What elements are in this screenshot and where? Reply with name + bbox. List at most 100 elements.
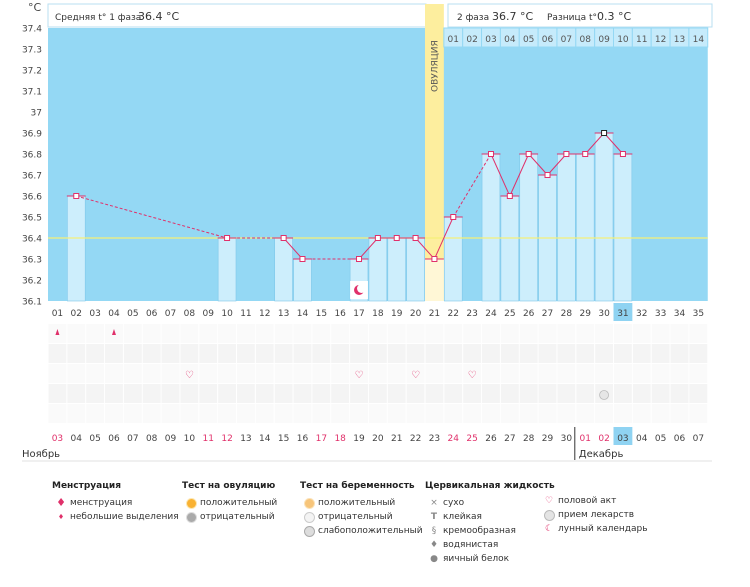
date-label: 27 [504, 434, 515, 444]
marker-cell [199, 344, 218, 363]
temperature-bar [575, 153, 595, 302]
cycle-day-label: 05 [127, 309, 138, 319]
temperature-bar [368, 237, 388, 302]
marker-cell [331, 344, 350, 363]
cycle-day-label: 08 [184, 309, 196, 319]
temperature-point [450, 214, 457, 220]
marker-cell [614, 404, 632, 423]
temperature-bar [217, 237, 237, 302]
date-label: 25 [466, 434, 477, 444]
marker-cell [538, 404, 557, 423]
legend-item: отрицательный [182, 510, 277, 524]
phase2-day-label: 14 [693, 35, 705, 45]
ovulation-label: ОВУЛЯЦИЯ [430, 40, 440, 92]
legend-item: § кремообразная [425, 524, 555, 538]
temperature-line-dashed [76, 195, 228, 239]
marker-cell [500, 384, 519, 403]
marker-cell [425, 404, 444, 423]
temperature-line [415, 237, 435, 260]
marker-cell [331, 364, 350, 383]
marker-cell [368, 324, 387, 343]
marker-cell [312, 384, 331, 403]
marker-cell [406, 404, 425, 423]
marker-cell [689, 324, 708, 343]
cycle-day-label: 17 [353, 309, 364, 319]
temperature-bar [406, 237, 425, 302]
marker-cell [67, 404, 86, 423]
marker-cell [557, 384, 576, 403]
temperature-point [506, 193, 513, 199]
marker-cell [237, 384, 255, 403]
marker-cell [519, 364, 538, 383]
marker-cell [312, 324, 331, 343]
phase2-day-label: 02 [466, 35, 477, 45]
marker-cell [218, 404, 236, 423]
y-tick-label: 36.1 [22, 298, 42, 308]
phase2-day-label: 12 [655, 35, 666, 45]
blood-drop-icon [111, 329, 116, 335]
cycle-day-label: 30 [598, 309, 610, 319]
phase2-day-label: 05 [523, 35, 534, 45]
date-label: 06 [674, 434, 686, 444]
marker-cell [538, 344, 557, 363]
temperature-bar [613, 153, 633, 302]
temperature-line [283, 237, 303, 260]
date-label: 09 [165, 434, 177, 444]
marker-cell [142, 404, 161, 423]
marker-cell [180, 324, 199, 343]
marker-cell [105, 404, 123, 423]
marker-cell [482, 384, 500, 403]
cycle-day-label: 03 [89, 309, 100, 319]
temperature-point [299, 256, 306, 262]
temperature-bar [444, 216, 463, 302]
cycle-day-label: 20 [410, 309, 422, 319]
y-tick-label: 36.4 [22, 235, 42, 245]
month-label: Ноябрь [22, 449, 60, 460]
temperature-bar [67, 195, 86, 302]
marker-cell [538, 384, 557, 403]
date-label: 29 [542, 434, 554, 444]
marker-cell [519, 384, 538, 403]
marker-cell [500, 364, 519, 383]
marker-cell [557, 364, 576, 383]
cycle-day-label: 01 [52, 309, 63, 319]
marker-cell [123, 384, 142, 403]
marker-cell [651, 384, 670, 403]
date-label: 22 [410, 434, 421, 444]
marker-cell [86, 384, 105, 403]
marker-cell [161, 344, 180, 363]
dry-icon: × [430, 498, 438, 508]
y-tick-label: 36.5 [22, 214, 42, 224]
marker-cell [463, 364, 482, 383]
cycle-day-label: 26 [523, 309, 535, 319]
negative-test-icon [185, 510, 197, 528]
date-label: 13 [240, 434, 251, 444]
temperature-bar [519, 153, 538, 302]
marker-cell [482, 324, 500, 343]
legend-item: ● яичный белок [425, 552, 555, 566]
marker-cell [67, 344, 86, 363]
marker-cell [595, 364, 613, 383]
cycle-day-label: 33 [655, 309, 666, 319]
legend-menstruation: Менструация ♦ менструация ♦ небольшие выде… [52, 481, 179, 524]
marker-cell [237, 404, 255, 423]
marker-cell [123, 344, 142, 363]
marker-cell [199, 384, 218, 403]
marker-cell [689, 344, 708, 363]
marker-cell [425, 344, 444, 363]
marker-cell [368, 404, 387, 423]
blood-drop-icon [55, 329, 60, 335]
temperature-point [412, 235, 419, 241]
temperature-point [374, 235, 381, 241]
marker-cell [350, 364, 368, 383]
marker-cell [519, 324, 538, 343]
date-label: 17 [316, 434, 327, 444]
marker-cell [199, 364, 218, 383]
temperature-line [547, 153, 567, 176]
marker-cell [689, 364, 708, 383]
marker-cell [444, 404, 463, 423]
marker-cell [444, 364, 463, 383]
marker-cell [67, 324, 86, 343]
marker-cell [595, 324, 613, 343]
phase2-day-label: 10 [617, 35, 629, 45]
